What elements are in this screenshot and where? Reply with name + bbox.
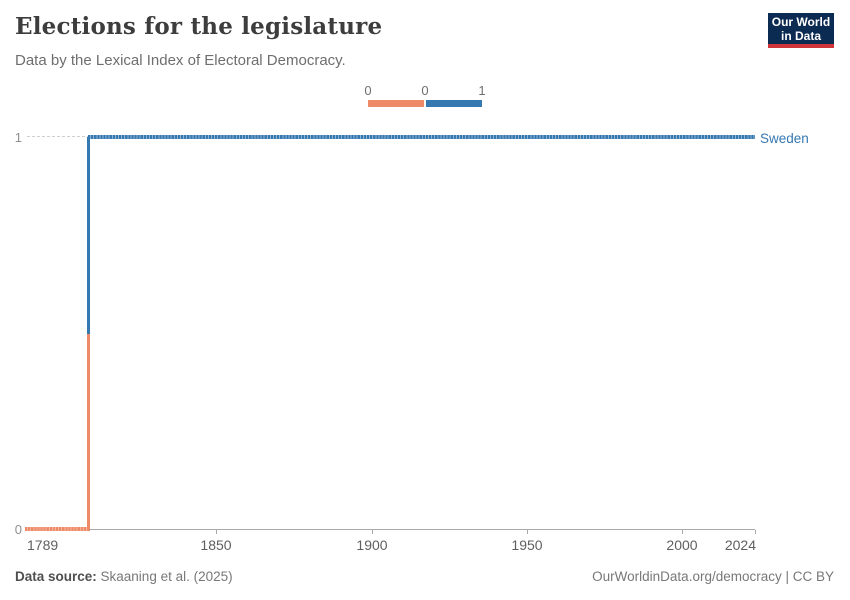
x-axis-label-2000: 2000 xyxy=(666,537,698,553)
legend-label-0-mid: 0 xyxy=(421,83,429,98)
entity-label-sweden[interactable]: Sweden xyxy=(760,131,809,146)
x-tick-1900 xyxy=(372,530,373,534)
x-tick-1850 xyxy=(216,530,217,534)
y-axis-label-1: 1 xyxy=(14,130,22,145)
y-axis-label-0: 0 xyxy=(14,522,22,537)
x-tick-2024 xyxy=(755,530,756,534)
x-axis-line xyxy=(27,529,755,530)
owid-logo[interactable]: Our World in Data xyxy=(768,13,834,48)
owid-logo-line2: in Data xyxy=(780,29,821,43)
x-axis-label-1789: 1789 xyxy=(27,537,59,553)
data-source-value: Skaaning et al. (2025) xyxy=(96,569,233,584)
chart-subtitle: Data by the Lexical Index of Electoral D… xyxy=(15,52,346,69)
x-tick-2000 xyxy=(682,530,683,534)
legend-label-1: 1 xyxy=(478,83,486,98)
license-link[interactable]: OurWorldinData.org/democracy | CC BY xyxy=(592,569,834,584)
data-source-note[interactable]: Data source: Skaaning et al. (2025) xyxy=(15,569,233,584)
legend-swatch-value-1[interactable] xyxy=(426,100,482,107)
sweden-line-segment-value-1[interactable] xyxy=(88,135,755,139)
owid-logo-line1: Our World xyxy=(771,15,831,29)
data-source-label: Data source: xyxy=(15,569,97,584)
sweden-line-segment-value-0[interactable] xyxy=(25,527,88,531)
legend-label-0-left: 0 xyxy=(364,83,372,98)
sweden-line-segment-step[interactable] xyxy=(87,137,90,531)
x-axis-label-2024: 2024 xyxy=(724,537,756,553)
x-axis-label-1950: 1950 xyxy=(511,537,543,553)
x-tick-1950 xyxy=(527,530,528,534)
x-axis-label-1850: 1850 xyxy=(200,537,232,553)
page-title: Elections for the legislature xyxy=(15,13,383,40)
legend-swatch-value-0[interactable] xyxy=(368,100,424,107)
x-axis-label-1900: 1900 xyxy=(356,537,388,553)
